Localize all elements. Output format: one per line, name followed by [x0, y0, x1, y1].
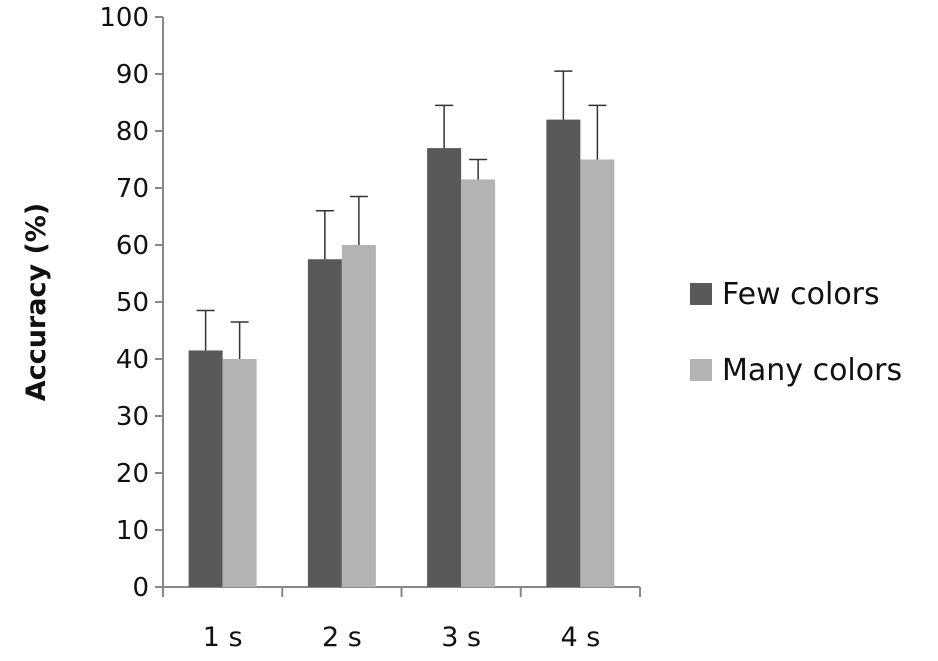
y-tick-label: 100	[99, 3, 149, 33]
y-tick-label: 20	[116, 459, 149, 489]
y-tick-label: 40	[116, 345, 149, 375]
y-tick-label: 0	[132, 573, 149, 603]
bar-few-colors	[188, 350, 223, 587]
legend-label: Few colors	[722, 277, 880, 312]
x-tick-label: 4 s	[560, 622, 600, 653]
error-bars-layer	[196, 70, 607, 359]
y-tick-label: 30	[116, 402, 149, 432]
x-tick-label: 3 s	[441, 622, 481, 653]
legend-label: Many colors	[722, 353, 902, 388]
legend-swatch-many-colors	[690, 359, 712, 381]
y-tick-label: 10	[116, 516, 149, 546]
y-tick-label: 80	[116, 117, 149, 147]
bar-few-colors	[307, 259, 342, 587]
x-tick-label: 1 s	[203, 622, 243, 653]
x-tick-label: 2 s	[322, 622, 362, 653]
y-tick-label: 90	[116, 60, 149, 90]
legend: Few colors Many colors	[690, 277, 902, 388]
bar-few-colors	[546, 119, 581, 587]
bar-many-colors	[461, 179, 496, 587]
bar-many-colors	[341, 245, 376, 587]
bar-few-colors	[427, 148, 462, 587]
labels-layer: 0 10 20 30 40 50 60 70 80 90 100 1 s 2 s 3 s 4 s Accura…	[21, 3, 600, 653]
bar-many-colors	[580, 159, 615, 587]
legend-swatch-few-colors	[690, 283, 712, 305]
y-axis-title: Accuracy (%)	[21, 203, 52, 401]
y-tick-label: 50	[116, 288, 149, 318]
bar-many-colors	[222, 359, 257, 587]
bars-layer	[188, 119, 615, 587]
y-tick-label: 60	[116, 231, 149, 261]
y-tick-label: 70	[116, 174, 149, 204]
